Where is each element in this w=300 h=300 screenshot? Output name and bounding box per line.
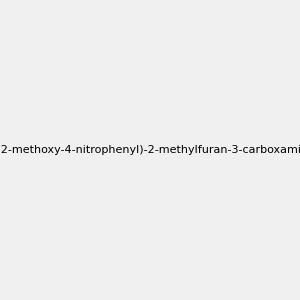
Text: N-(2-methoxy-4-nitrophenyl)-2-methylfuran-3-carboxamide: N-(2-methoxy-4-nitrophenyl)-2-methylfura…	[0, 145, 300, 155]
